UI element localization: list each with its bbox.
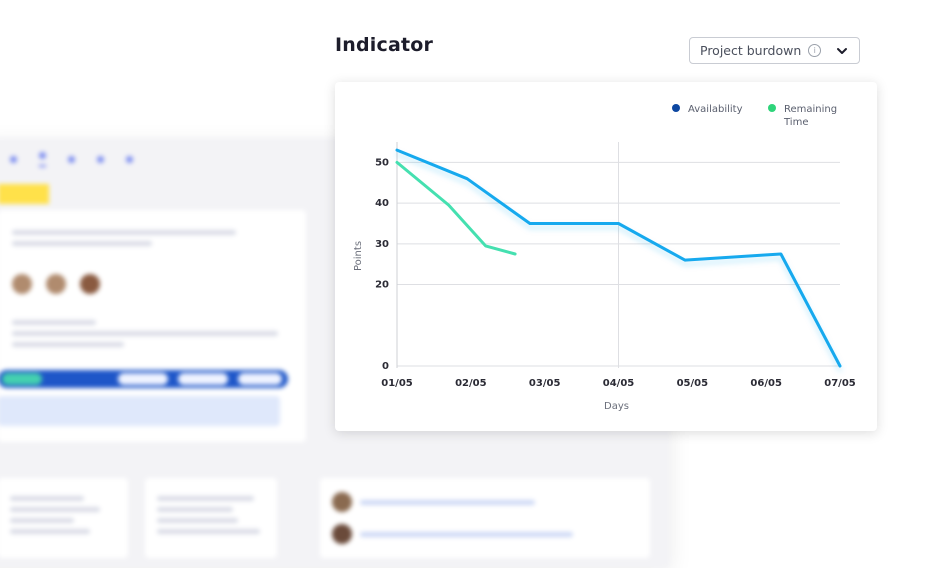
select-value: Project burdown bbox=[700, 43, 802, 58]
background-tab-active bbox=[39, 152, 46, 167]
background-tabs bbox=[10, 152, 133, 167]
background-section-heading bbox=[0, 462, 1, 471]
legend-marker bbox=[672, 104, 680, 112]
series-line-0 bbox=[395, 148, 842, 368]
y-tick-label: 50 bbox=[375, 157, 389, 168]
page-title: Indicator bbox=[335, 34, 434, 56]
y-tick-label: 30 bbox=[375, 239, 389, 250]
x-tick-label: 05/05 bbox=[677, 378, 709, 389]
x-tick-label: 02/05 bbox=[455, 378, 487, 389]
y-tick-label: 20 bbox=[375, 280, 389, 291]
indicator-type-select[interactable]: Project burdown i bbox=[689, 37, 860, 64]
y-axis-label: Points bbox=[353, 241, 364, 271]
x-tick-label: 04/05 bbox=[603, 378, 635, 389]
legend-marker bbox=[768, 104, 776, 112]
background-tab bbox=[97, 152, 104, 167]
background-avatar bbox=[46, 274, 66, 294]
legend-label: Availability bbox=[688, 104, 743, 115]
info-icon[interactable]: i bbox=[808, 44, 822, 57]
chevron-down-icon[interactable] bbox=[835, 44, 849, 58]
background-tab bbox=[10, 152, 17, 167]
background-retro-card bbox=[145, 478, 277, 558]
background-info-strip bbox=[0, 396, 280, 426]
burndown-chart: 01/05 02/05 03/05 04/05 05/05 06/05 07/05 0 20 3… bbox=[353, 104, 856, 412]
x-axis-label: Days bbox=[604, 401, 629, 412]
burndown-chart-card: 01/05 02/05 03/05 04/05 05/05 06/05 07/05 0 20 3… bbox=[335, 82, 877, 431]
legend-label: Remaining Time bbox=[783, 104, 837, 128]
background-avatar bbox=[80, 274, 100, 294]
background-avatar bbox=[12, 274, 32, 294]
background-tab bbox=[126, 152, 133, 167]
background-heading-highlight bbox=[0, 184, 49, 204]
x-tick-label: 06/05 bbox=[750, 378, 782, 389]
y-tick-label: 0 bbox=[382, 361, 389, 372]
background-history-card bbox=[320, 478, 650, 558]
background-progress-bar bbox=[0, 370, 288, 388]
x-tick-label: 01/05 bbox=[381, 378, 413, 389]
y-tick-label: 40 bbox=[375, 198, 389, 209]
x-tick-label: 07/05 bbox=[824, 378, 856, 389]
series-line-1 bbox=[395, 160, 517, 256]
x-tick-label: 03/05 bbox=[529, 378, 561, 389]
background-list-card bbox=[0, 478, 128, 558]
background-tab bbox=[68, 152, 75, 167]
